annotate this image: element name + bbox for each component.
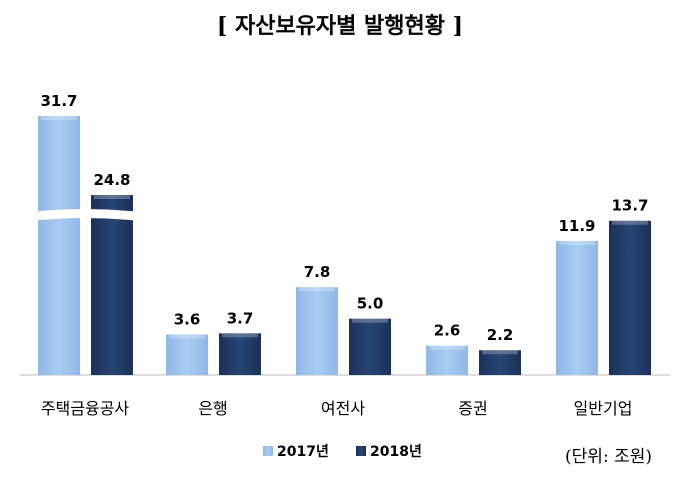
bar-bevel xyxy=(299,287,335,292)
bar-bevel xyxy=(94,195,130,199)
legend: 2017년 2018년 xyxy=(263,444,422,460)
value-label: 3.7 xyxy=(227,309,254,327)
value-label: 2.6 xyxy=(434,322,461,340)
chart-title: [ 자산보유자별 발행현황 ] xyxy=(217,13,463,39)
value-label: 2.2 xyxy=(487,326,514,344)
legend-swatch-2018 xyxy=(356,446,366,456)
value-label: 13.7 xyxy=(611,197,648,215)
bar-bevel xyxy=(41,116,77,120)
bar-bevel xyxy=(612,220,648,225)
value-label: 11.9 xyxy=(558,217,595,235)
value-label: 7.8 xyxy=(304,263,331,281)
bar-2017년-여전사 xyxy=(296,287,338,375)
category-label: 여전사 xyxy=(321,399,365,418)
bar-2017년-증권 xyxy=(426,345,468,375)
bar-2018년-일반기업 xyxy=(609,220,651,375)
category-label: 주택금융공사 xyxy=(41,399,130,418)
bar-2018년-여전사 xyxy=(349,318,391,375)
axis-break-mark xyxy=(30,209,140,221)
category-label: 증권 xyxy=(458,399,487,418)
bar-bevel xyxy=(352,318,388,323)
bar-2017년-은행 xyxy=(166,334,208,375)
legend-label-2017: 2017년 xyxy=(277,444,329,460)
bar-2018년-은행 xyxy=(219,333,261,375)
bar-2017년-일반기업 xyxy=(556,241,598,375)
category-label: 은행 xyxy=(198,399,227,418)
bar-bevel xyxy=(222,333,258,338)
unit-note: (단위: 조원) xyxy=(565,447,652,467)
bar-bevel xyxy=(169,334,205,339)
value-label: 24.8 xyxy=(93,171,130,189)
legend-swatch-2017 xyxy=(263,446,273,456)
bar-bevel xyxy=(429,345,465,350)
value-label: 5.0 xyxy=(357,295,384,313)
bar-2018년-증권 xyxy=(479,350,521,375)
bar-bevel xyxy=(482,350,518,355)
value-label: 3.6 xyxy=(174,310,201,328)
bar-2018년-주택금융공사 xyxy=(91,195,133,375)
legend-label-2018: 2018년 xyxy=(370,444,422,460)
category-label: 일반기업 xyxy=(574,399,633,418)
bar-bevel xyxy=(559,241,595,246)
bar-2017년-주택금융공사 xyxy=(38,116,80,375)
value-label: 31.7 xyxy=(40,92,77,110)
